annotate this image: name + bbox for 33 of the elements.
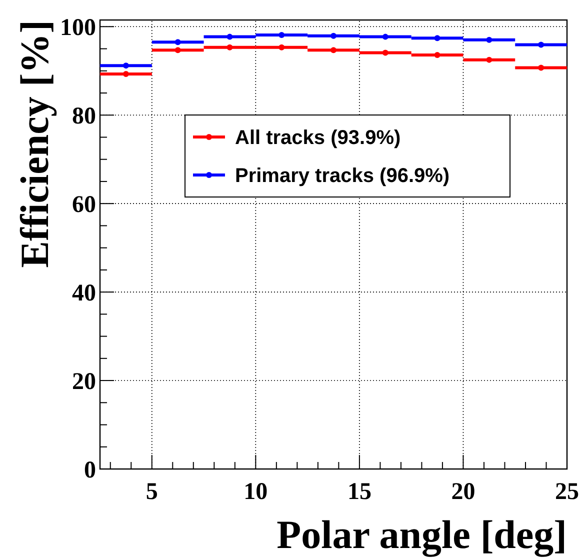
point: [122, 70, 129, 77]
y-tick-label: 0: [84, 457, 96, 484]
point: [434, 52, 440, 58]
point: [278, 44, 285, 50]
point: [382, 34, 388, 40]
point: [174, 39, 181, 46]
y-axis-title: Efficiency [%]: [12, 20, 57, 268]
point: [434, 35, 440, 42]
y-tick-label: 40: [72, 280, 96, 306]
point: [538, 42, 544, 48]
point: [538, 64, 544, 71]
y-tick-label: 80: [72, 104, 96, 130]
legend-label: Primary tracks (96.9%): [235, 165, 450, 187]
y-tick-label: 20: [72, 368, 96, 395]
point: [382, 50, 388, 56]
x-axis-title: Polar angle [deg]: [276, 512, 567, 557]
x-tick-label: 20: [451, 479, 476, 505]
point: [174, 47, 181, 54]
point: [226, 34, 233, 40]
point: [486, 56, 492, 63]
point: [226, 44, 233, 50]
x-tick-label: 25: [555, 479, 579, 505]
legend-label: All tracks (93.9%): [235, 127, 401, 149]
point: [278, 32, 285, 38]
point: [486, 36, 492, 43]
point: [330, 47, 336, 54]
x-tick-label: 15: [347, 479, 372, 505]
y-tick-label: 100: [60, 15, 96, 42]
point: [330, 32, 336, 39]
x-tick-label: 5: [146, 479, 158, 505]
x-tick-label: 10: [244, 479, 268, 505]
y-tick-label: 60: [72, 192, 96, 218]
point: [122, 62, 129, 69]
